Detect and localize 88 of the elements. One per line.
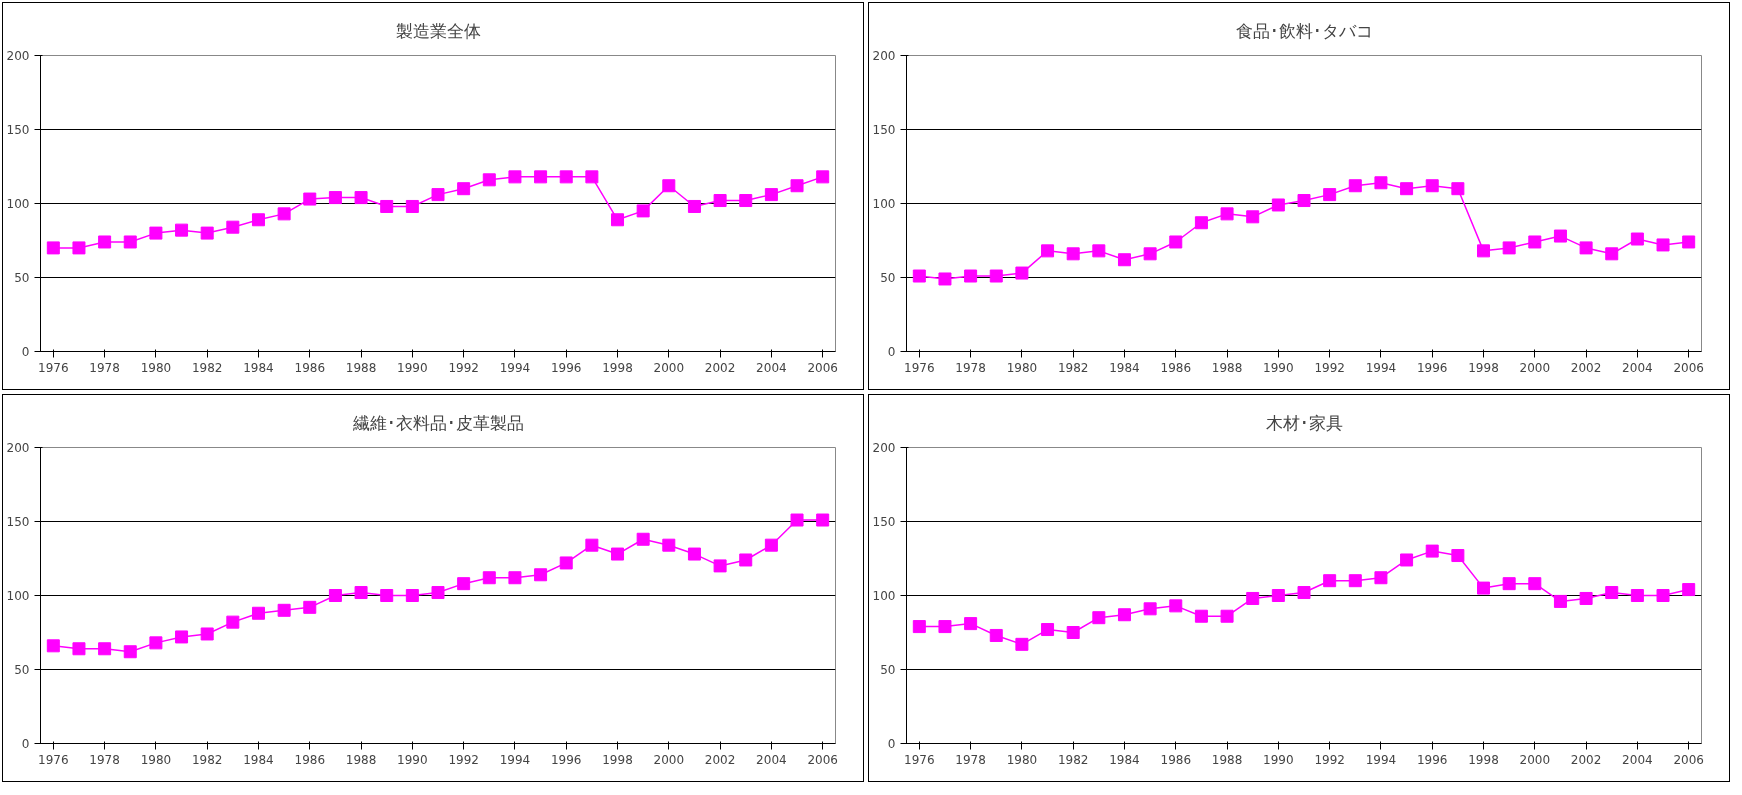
x-tick-label: 1982: [1057, 360, 1089, 375]
x-tick-label: 1992: [1314, 360, 1345, 375]
x-tick-label: 1986: [294, 360, 326, 375]
y-tick-label: 0: [887, 737, 896, 751]
x-tick-label: 1994: [1365, 360, 1397, 375]
y-tick-label: 100: [872, 589, 896, 603]
x-tick-label: 1976: [904, 360, 935, 375]
y-tick-label: 150: [6, 515, 30, 529]
y-tick-label: 0: [887, 345, 896, 359]
x-tick-label: 1980: [140, 752, 172, 767]
x-tick-label: 1978: [89, 360, 120, 375]
x-tick-label: 1994: [499, 752, 531, 767]
y-tick-label: 200: [6, 441, 30, 455]
y-tick-label: 50: [14, 663, 30, 677]
x-tick-label: 2000: [1519, 752, 1551, 767]
x-tick-label: 1986: [294, 752, 326, 767]
x-tick-label: 2004: [1622, 360, 1653, 375]
x-tick-label: 2004: [1622, 752, 1653, 767]
chart-title: 食品･飲料･タバコ: [1235, 20, 1373, 41]
chart-title: 木材･家具: [1265, 412, 1343, 433]
chart-title: 繊維･衣料品･皮革製品: [351, 412, 524, 433]
x-tick-label: 2006: [1673, 360, 1704, 375]
chart-title: 製造業全体: [395, 20, 481, 41]
x-tick-label: 1992: [448, 752, 479, 767]
x-tick-label: 1978: [955, 752, 986, 767]
y-tick-label: 200: [872, 49, 896, 63]
x-tick-label: 1984: [243, 360, 274, 375]
x-tick-label: 1980: [1006, 752, 1038, 767]
x-tick-label: 1988: [1211, 360, 1243, 375]
x-tick-label: 1996: [550, 752, 582, 767]
x-tick-label: 1998: [1468, 752, 1499, 767]
y-tick-label: 150: [872, 515, 896, 529]
x-tick-label: 1982: [191, 752, 223, 767]
x-tick-label: 2002: [1570, 752, 1602, 767]
x-tick-label: 1982: [1057, 752, 1089, 767]
x-tick-label: 2006: [1673, 752, 1704, 767]
x-tick-label: 1984: [1109, 752, 1140, 767]
x-tick-label: 1976: [38, 752, 69, 767]
x-tick-label: 2000: [653, 752, 685, 767]
x-tick-label: 2006: [807, 752, 838, 767]
y-tick-label: 100: [6, 589, 30, 603]
x-tick-label: 1988: [1211, 752, 1243, 767]
x-tick-label: 1988: [345, 752, 377, 767]
y-tick-label: 100: [872, 197, 896, 211]
x-tick-label: 1978: [89, 752, 120, 767]
x-tick-label: 1990: [397, 360, 428, 375]
x-tick-label: 2000: [653, 360, 685, 375]
y-tick-label: 200: [6, 49, 30, 63]
x-tick-label: 1978: [955, 360, 986, 375]
x-tick-label: 2002: [704, 752, 736, 767]
x-tick-label: 1992: [448, 360, 479, 375]
x-tick-label: 1980: [1006, 360, 1038, 375]
x-tick-label: 1994: [1365, 752, 1397, 767]
x-tick-label: 1992: [1314, 752, 1345, 767]
x-tick-label: 1986: [1160, 360, 1192, 375]
x-tick-label: 2004: [756, 360, 787, 375]
x-tick-label: 1980: [140, 360, 172, 375]
x-tick-label: 1982: [191, 360, 223, 375]
y-tick-label: 150: [872, 123, 896, 137]
x-tick-label: 1994: [499, 360, 531, 375]
x-tick-label: 1996: [1416, 360, 1448, 375]
y-tick-label: 50: [880, 271, 896, 285]
x-tick-label: 1990: [1263, 752, 1294, 767]
x-tick-label: 2002: [704, 360, 736, 375]
x-tick-label: 1988: [345, 360, 377, 375]
x-tick-label: 1998: [1468, 360, 1499, 375]
x-tick-label: 1984: [243, 752, 274, 767]
y-tick-label: 200: [872, 441, 896, 455]
x-tick-label: 1976: [904, 752, 935, 767]
y-tick-label: 50: [14, 271, 30, 285]
x-tick-label: 2006: [807, 360, 838, 375]
x-tick-label: 2000: [1519, 360, 1551, 375]
y-tick-label: 0: [21, 737, 30, 751]
x-tick-label: 2004: [756, 752, 787, 767]
x-tick-label: 1976: [38, 360, 69, 375]
x-tick-label: 1996: [1416, 752, 1448, 767]
y-tick-label: 150: [6, 123, 30, 137]
y-tick-label: 50: [880, 663, 896, 677]
y-tick-label: 0: [21, 345, 30, 359]
x-tick-label: 1986: [1160, 752, 1192, 767]
x-tick-label: 1990: [397, 752, 428, 767]
y-tick-label: 100: [6, 197, 30, 211]
x-tick-label: 1998: [602, 360, 633, 375]
x-tick-label: 1990: [1263, 360, 1294, 375]
x-tick-label: 2002: [1570, 360, 1602, 375]
x-tick-label: 1996: [550, 360, 582, 375]
x-tick-label: 1998: [602, 752, 633, 767]
x-tick-label: 1984: [1109, 360, 1140, 375]
